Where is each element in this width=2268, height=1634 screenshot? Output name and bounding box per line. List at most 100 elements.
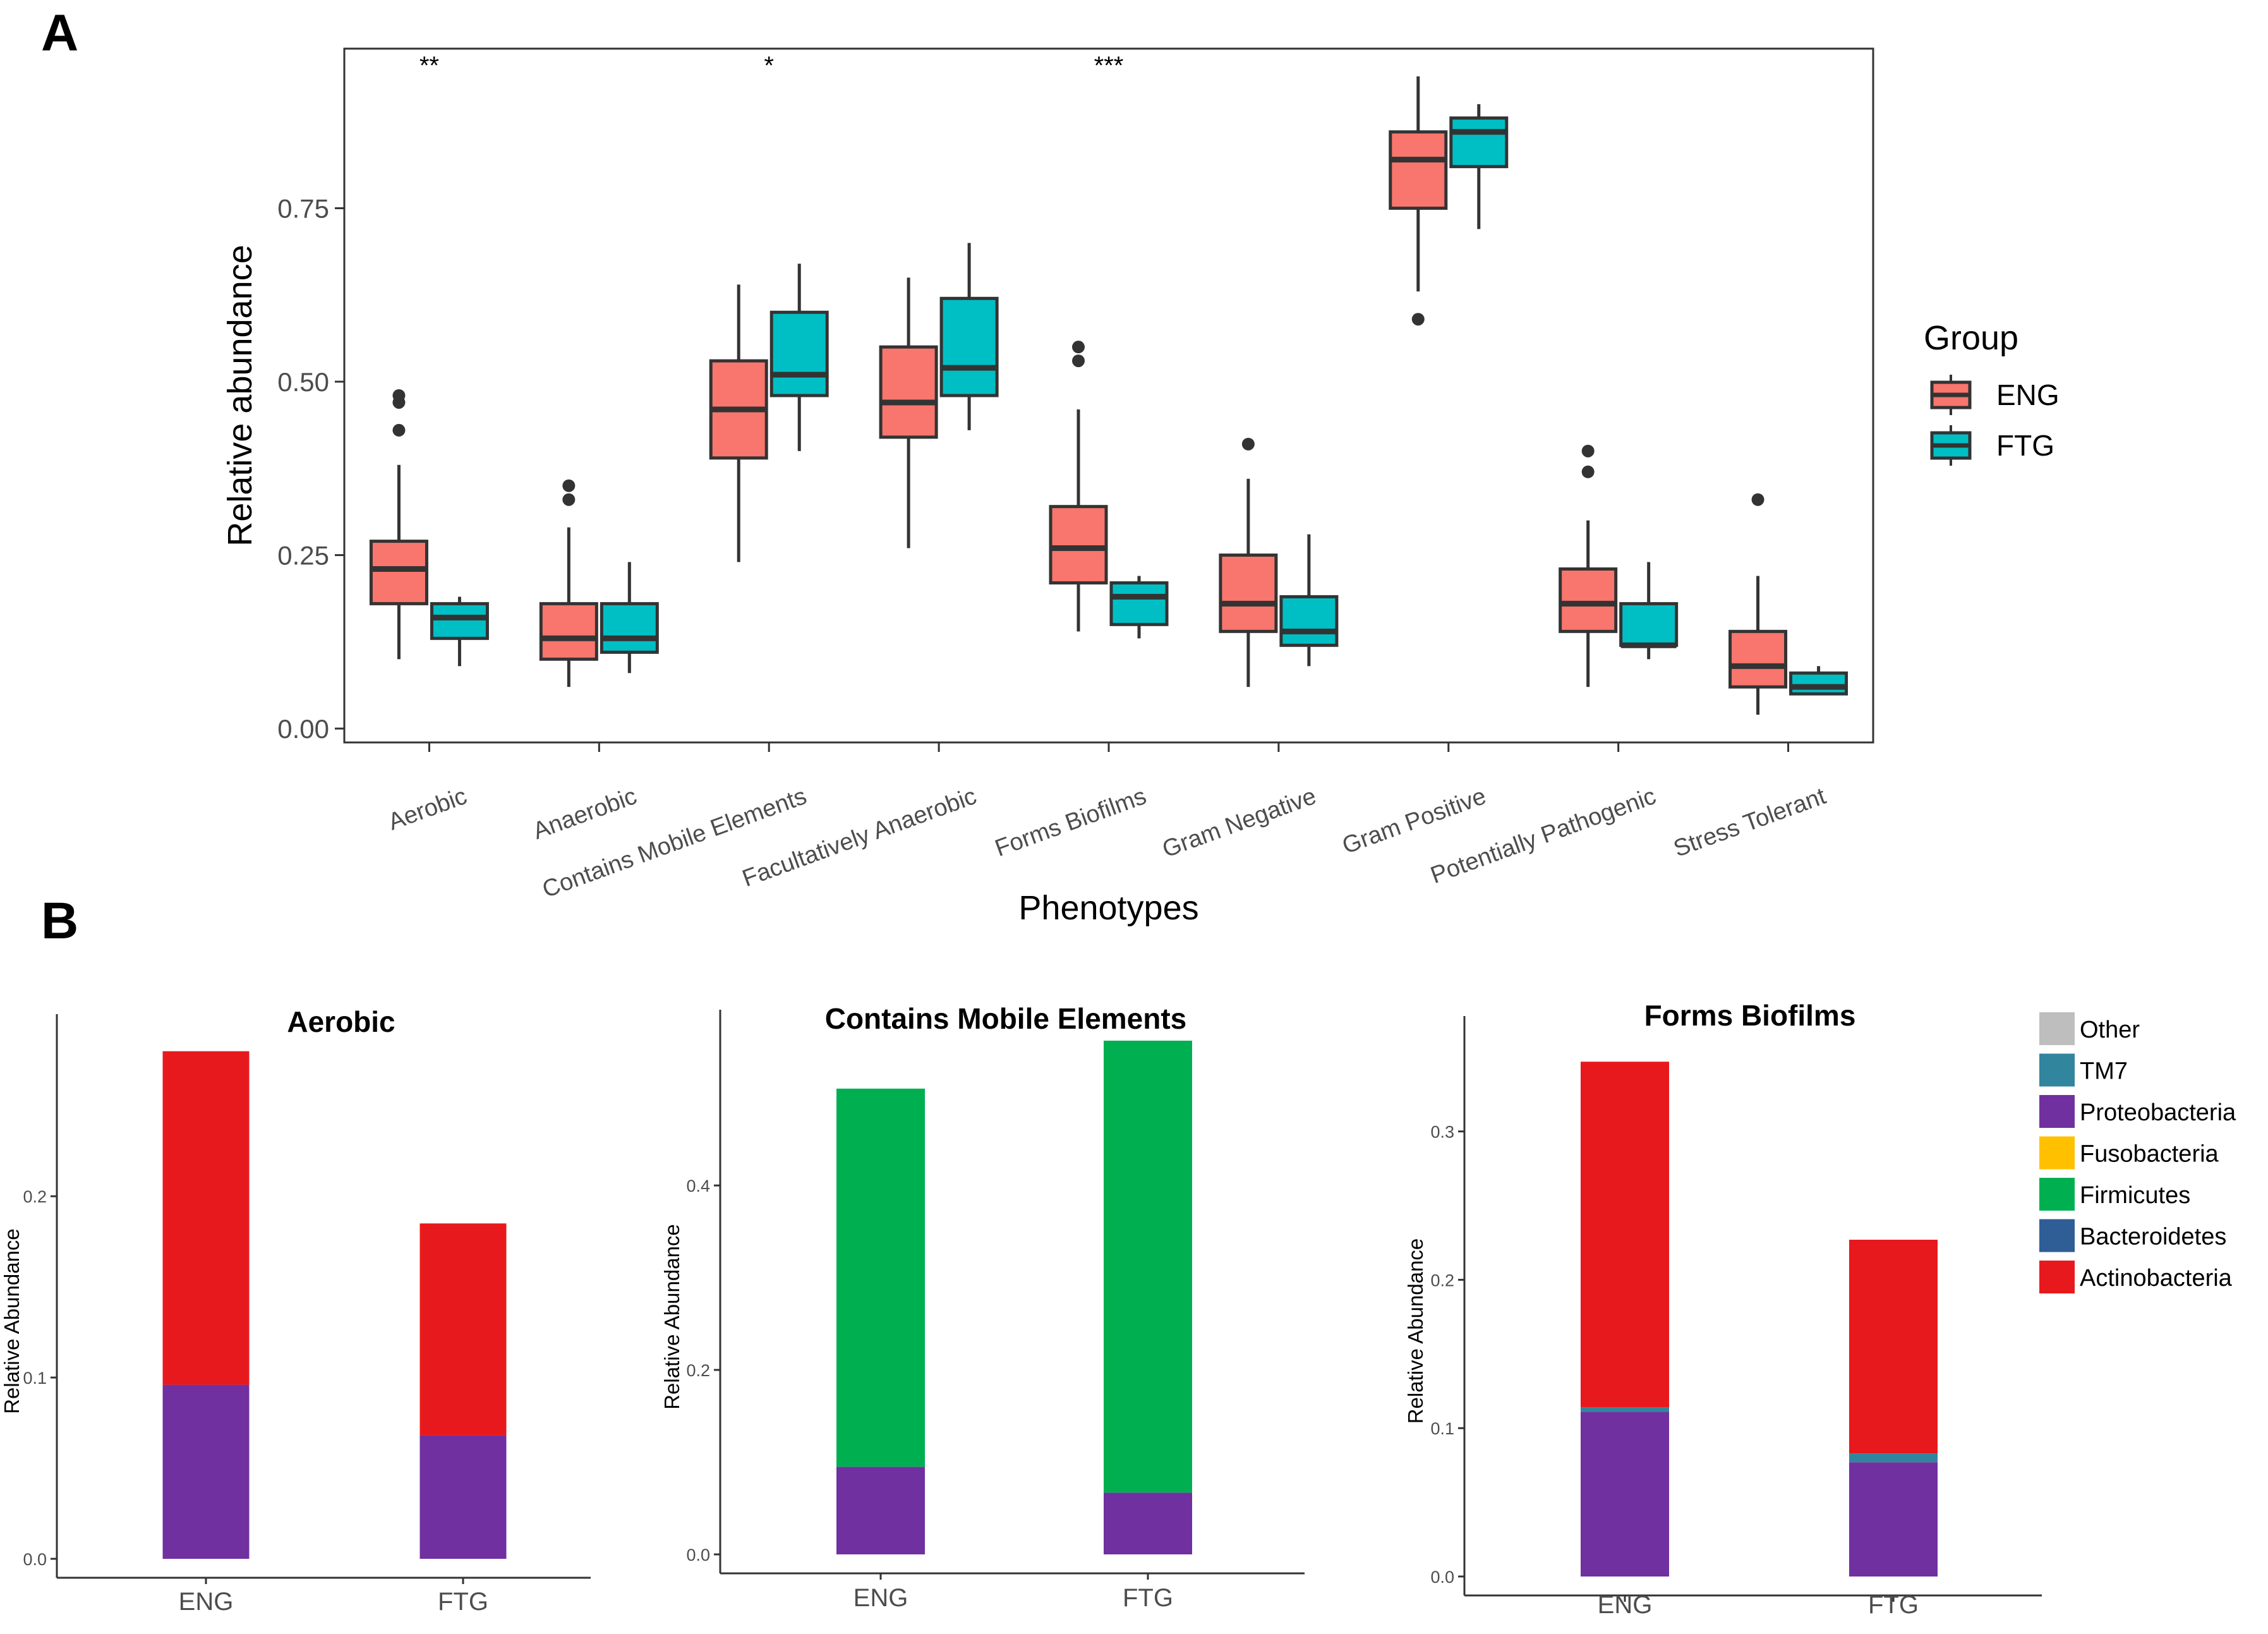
box-iqr [539, 602, 598, 661]
y-tick-label: 0.0 [1430, 1568, 1454, 1587]
legend-label-bacteroidetes: Bacteroidetes [2080, 1224, 2226, 1250]
outlier-point [1411, 313, 1425, 326]
box-ftg-anaerobic [600, 562, 659, 674]
bar-segment-firmicutes-eng [836, 1088, 925, 1467]
significance-marker: ** [419, 52, 439, 80]
box-ftg-forms-biofilms [1109, 576, 1169, 639]
box-iqr [600, 602, 659, 654]
y-tick-label: 0.2 [1430, 1271, 1454, 1290]
box-iqr [369, 540, 428, 605]
box-ftg-aerobic [430, 596, 489, 667]
x-tick-label-forms-biofilms: Forms Biofilms [992, 783, 1150, 862]
bar-segment-proteobacteria-ftg [1104, 1492, 1192, 1554]
box-iqr [430, 602, 489, 640]
bar-segment-actinobacteria-eng [1581, 1062, 1669, 1408]
legend-label-tm7: TM7 [2080, 1058, 2128, 1085]
x-tick-label-eng: ENG [179, 1588, 234, 1616]
x-tick-label-gram-positive: Gram Positive [1339, 783, 1490, 859]
outlier-point [1581, 465, 1595, 478]
outlier-point [1072, 354, 1085, 368]
legend-swatch-bacteroidetes [2039, 1219, 2075, 1252]
chart-aerobic: 0.0 0.1 0.2 ENG FTG Aerobic Relative Abundance [0, 1005, 591, 1616]
x-tick-label-eng: ENG [1598, 1591, 1653, 1619]
bar-segment-firmicutes-ftg [1104, 1040, 1192, 1493]
y-tick-label: 0.1 [1430, 1419, 1454, 1438]
legend-swatch-proteobacteria [2039, 1095, 2075, 1128]
box-eng-anaerobic [539, 479, 598, 687]
outlier-point [392, 389, 406, 402]
legend-swatch-firmicutes [2039, 1178, 2075, 1211]
group-legend: Group ENG FTG [1924, 319, 2060, 466]
box-eng-gram-positive [1389, 76, 1448, 326]
box-iqr [1389, 130, 1448, 210]
y-tick-label: 0.2 [23, 1187, 47, 1206]
box-eng-contains-mobile-elements [709, 284, 768, 562]
y-axis-title: Relative Abundance [0, 1228, 23, 1414]
legend-swatch-other [2039, 1012, 2075, 1045]
significance-marker: * [764, 52, 774, 80]
box-iqr [1279, 595, 1339, 647]
outlier-point [562, 479, 576, 492]
bar-segment-proteobacteria-eng [836, 1467, 925, 1554]
y-tick-label: 0.4 [686, 1177, 710, 1195]
box-ftg-potentially-pathogenic [1619, 562, 1679, 660]
box-iqr [1619, 602, 1679, 647]
box-iqr [1559, 567, 1618, 633]
box-iqr [879, 345, 938, 439]
box-iqr [1109, 581, 1169, 626]
bar-segment-actinobacteria-ftg [419, 1223, 507, 1436]
panel-a-boxplot: 0.00 0.25 0.50 0.75 Aerobic ** AnaerobicContai… [221, 47, 2060, 927]
box-ftg-gram-positive [1449, 104, 1509, 229]
y-tick-label: 0.75 [277, 194, 329, 224]
y-tick-label: 0.1 [23, 1369, 47, 1388]
y-tick-label: 0.25 [277, 541, 329, 571]
box-ftg-facultatively-anaerobic [939, 243, 999, 430]
outlier-point [1072, 341, 1085, 354]
y-tick-label: 0.0 [23, 1550, 47, 1569]
chart-title: Forms Biofilms [1644, 999, 1856, 1032]
outlier-point [1241, 437, 1255, 451]
box-iqr [1449, 116, 1509, 169]
chart-contains-mobile-elements: 0.0 0.2 0.4 ENG FTG Contains Mobile Elements R… [660, 1002, 1305, 1612]
outlier-point [392, 423, 406, 437]
chart-title: Aerobic [287, 1005, 395, 1038]
panel-label-b: B [41, 892, 78, 950]
bar-segment-tm7-eng [1581, 1407, 1669, 1412]
x-tick-label-aerobic: Aerobic [385, 783, 470, 836]
y-tick-label: 0.0 [686, 1546, 710, 1564]
chart-title: Contains Mobile Elements [825, 1002, 1187, 1035]
significance-marker: *** [1094, 52, 1124, 80]
box-eng-aerobic [369, 389, 428, 660]
chart-forms-biofilms: 0.0 0.1 0.2 0.3 ENG FTG Forms Biofilms Relative… [1404, 999, 2042, 1619]
bar-segment-actinobacteria-ftg [1849, 1240, 1938, 1454]
box-iqr [769, 310, 829, 397]
box-ftg-gram-negative [1279, 534, 1339, 667]
bar-segment-proteobacteria-eng [1581, 1412, 1669, 1577]
x-axis-title: Phenotypes [1018, 889, 1198, 927]
legend-label-eng: ENG [1996, 378, 2060, 411]
box-iqr [1728, 629, 1788, 689]
legend-label-proteobacteria: Proteobacteria [2080, 1099, 2236, 1126]
panel-label-a: A [41, 4, 78, 62]
y-tick-label: 0.00 [277, 714, 329, 744]
box-eng-stress-tolerant [1728, 493, 1788, 715]
x-tick-label-ftg: FTG [1868, 1591, 1919, 1619]
bar-segment-proteobacteria-ftg [1849, 1462, 1938, 1577]
legend-title: Group [1924, 319, 2018, 357]
x-tick-label-eng: ENG [854, 1584, 908, 1612]
box-iqr [1049, 505, 1108, 584]
box-eng-forms-biofilms [1049, 341, 1108, 632]
legend-label-ftg: FTG [1996, 429, 2054, 462]
box-ftg-contains-mobile-elements [769, 263, 829, 451]
y-tick-label: 0.3 [1430, 1123, 1454, 1142]
box-eng-facultatively-anaerobic [879, 277, 938, 548]
outlier-point [1581, 444, 1595, 457]
y-tick-label: 0.2 [686, 1361, 710, 1380]
x-tick-label-gram-negative: Gram Negative [1159, 783, 1320, 863]
x-tick-label-contains-mobile-elements: Contains Mobile Elements [539, 783, 810, 903]
x-tick-label-stress-tolerant: Stress Tolerant [1670, 783, 1830, 862]
box-ftg-stress-tolerant [1789, 666, 1849, 696]
legend-label-firmicutes: Firmicutes [2080, 1182, 2190, 1209]
bar-segment-proteobacteria-ftg [419, 1435, 507, 1559]
